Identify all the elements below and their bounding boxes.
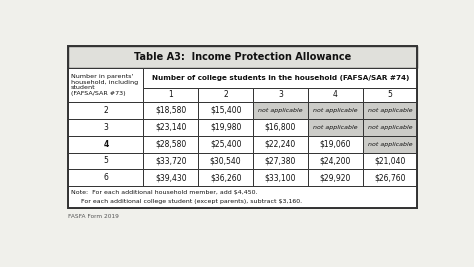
Bar — [68, 136, 144, 152]
Bar — [308, 88, 363, 102]
Bar — [308, 102, 363, 119]
Bar — [253, 169, 308, 186]
Text: $22,240: $22,240 — [265, 140, 296, 149]
Bar — [144, 102, 198, 119]
Text: 3: 3 — [103, 123, 109, 132]
Bar — [308, 136, 363, 152]
Bar — [198, 88, 253, 102]
Bar — [198, 119, 253, 136]
Text: 2: 2 — [223, 90, 228, 99]
Bar — [253, 102, 308, 119]
Bar — [363, 119, 418, 136]
Text: $33,720: $33,720 — [155, 156, 187, 166]
Text: 4: 4 — [103, 140, 109, 149]
Text: Number in parents'
household, including
student
(FAFSA/SAR #73): Number in parents' household, including … — [71, 74, 138, 96]
Text: FASFA Form 2019: FASFA Form 2019 — [68, 214, 119, 219]
Text: 2: 2 — [104, 106, 109, 115]
Bar — [363, 88, 418, 102]
Text: $25,400: $25,400 — [210, 140, 241, 149]
Bar — [68, 119, 144, 136]
Text: $26,760: $26,760 — [374, 173, 406, 182]
Text: $28,580: $28,580 — [155, 140, 186, 149]
Text: $36,260: $36,260 — [210, 173, 241, 182]
Bar — [253, 152, 308, 169]
Text: For each additional college student (except parents), subtract $3,160.: For each additional college student (exc… — [81, 199, 301, 204]
Bar — [144, 136, 198, 152]
Text: $21,040: $21,040 — [374, 156, 406, 166]
Bar — [144, 152, 198, 169]
Text: $24,200: $24,200 — [319, 156, 351, 166]
Bar — [144, 119, 198, 136]
Text: $18,580: $18,580 — [155, 106, 186, 115]
Text: $19,980: $19,980 — [210, 123, 241, 132]
Bar — [68, 46, 418, 208]
Text: not applicable: not applicable — [368, 108, 412, 113]
Bar — [253, 88, 308, 102]
Bar — [308, 169, 363, 186]
Text: not applicable: not applicable — [313, 108, 357, 113]
Text: $29,920: $29,920 — [319, 173, 351, 182]
Text: $16,800: $16,800 — [265, 123, 296, 132]
Bar — [68, 46, 418, 68]
Bar — [144, 68, 418, 88]
Bar — [363, 136, 418, 152]
Bar — [68, 169, 144, 186]
Bar — [68, 152, 144, 169]
Bar — [144, 169, 198, 186]
Bar — [363, 152, 418, 169]
Text: $15,400: $15,400 — [210, 106, 241, 115]
Bar — [68, 102, 144, 119]
Bar — [198, 102, 253, 119]
Text: Number of college students in the household (FAFSA/SAR #74): Number of college students in the househ… — [152, 75, 409, 81]
Text: $19,060: $19,060 — [319, 140, 351, 149]
Text: $23,140: $23,140 — [155, 123, 187, 132]
Bar — [308, 119, 363, 136]
Text: not applicable: not applicable — [368, 142, 412, 147]
Text: 4: 4 — [333, 90, 337, 99]
Bar — [198, 136, 253, 152]
Text: not applicable: not applicable — [368, 125, 412, 130]
Text: $27,380: $27,380 — [265, 156, 296, 166]
Text: 5: 5 — [103, 156, 109, 166]
Bar — [363, 102, 418, 119]
Text: $30,540: $30,540 — [210, 156, 241, 166]
Bar — [253, 136, 308, 152]
Bar — [253, 119, 308, 136]
Bar — [308, 152, 363, 169]
Text: 3: 3 — [278, 90, 283, 99]
Bar — [363, 169, 418, 186]
Text: not applicable: not applicable — [313, 125, 357, 130]
Text: Table A3:  Income Protection Allowance: Table A3: Income Protection Allowance — [134, 52, 352, 62]
Bar — [68, 68, 144, 102]
Bar — [144, 88, 198, 102]
Text: $39,430: $39,430 — [155, 173, 187, 182]
Bar — [198, 169, 253, 186]
Text: not applicable: not applicable — [258, 108, 303, 113]
Bar — [198, 152, 253, 169]
Text: 1: 1 — [168, 90, 173, 99]
Text: 5: 5 — [388, 90, 392, 99]
Text: $33,100: $33,100 — [264, 173, 296, 182]
Bar — [68, 186, 418, 208]
Text: 6: 6 — [103, 173, 109, 182]
Text: Note:  For each additional household member, add $4,450.: Note: For each additional household memb… — [72, 190, 258, 195]
